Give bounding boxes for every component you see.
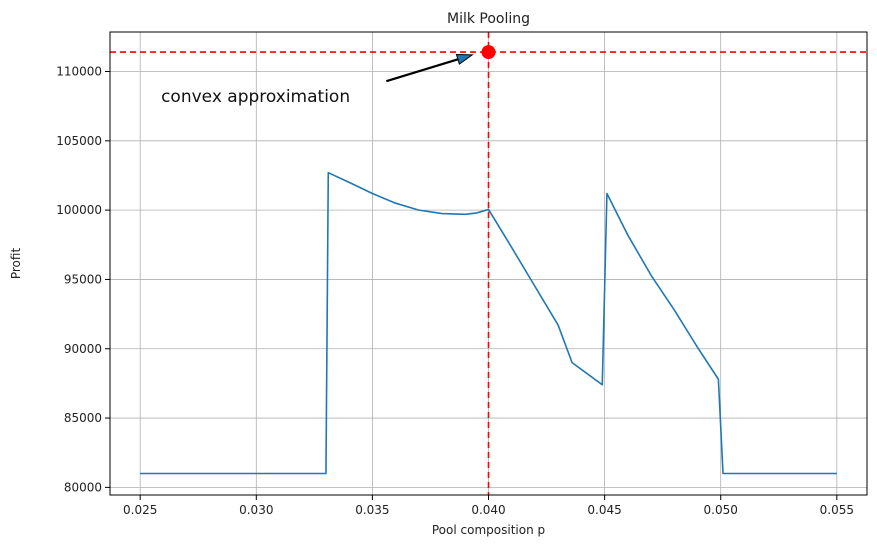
y-tick-label: 105000 — [56, 134, 102, 148]
grid — [110, 32, 867, 495]
highlight-layer — [481, 45, 496, 60]
series-layer — [140, 171, 837, 475]
chart-title: Milk Pooling — [447, 11, 530, 27]
x-tick-label: 0.025 — [123, 503, 157, 517]
x-tick-label: 0.040 — [471, 503, 505, 517]
annotation-text: convex approximation — [161, 87, 350, 107]
annotation-arrow-shaft — [386, 58, 459, 83]
x-tick-label: 0.030 — [239, 503, 273, 517]
x-tick-label: 0.055 — [820, 503, 854, 517]
y-tick-label: 110000 — [56, 65, 102, 79]
y-ticks: 80000 85000 90000 95000 100000 105000 110000 — [56, 65, 110, 494]
y-axis-label: Profit — [9, 248, 23, 280]
x-ticks: 0.025 0.030 0.035 0.040 0.045 0.050 0.055 — [123, 495, 854, 517]
y-tick-label: 90000 — [64, 342, 102, 356]
profit-series-line-0 — [140, 171, 837, 475]
x-tick-label: 0.035 — [355, 503, 389, 517]
x-axis-label: Pool composition p — [432, 523, 545, 537]
x-tick-label: 0.045 — [587, 503, 621, 517]
annotation-arrow-head — [455, 53, 474, 65]
optimum-point — [481, 45, 496, 60]
y-tick-label: 100000 — [56, 203, 102, 217]
y-tick-label: 95000 — [64, 272, 102, 286]
annotation-layer: convex approximation — [161, 53, 474, 107]
y-tick-label: 85000 — [64, 411, 102, 425]
y-tick-label: 80000 — [64, 480, 102, 494]
x-tick-label: 0.050 — [704, 503, 738, 517]
reference-lines — [110, 32, 867, 495]
